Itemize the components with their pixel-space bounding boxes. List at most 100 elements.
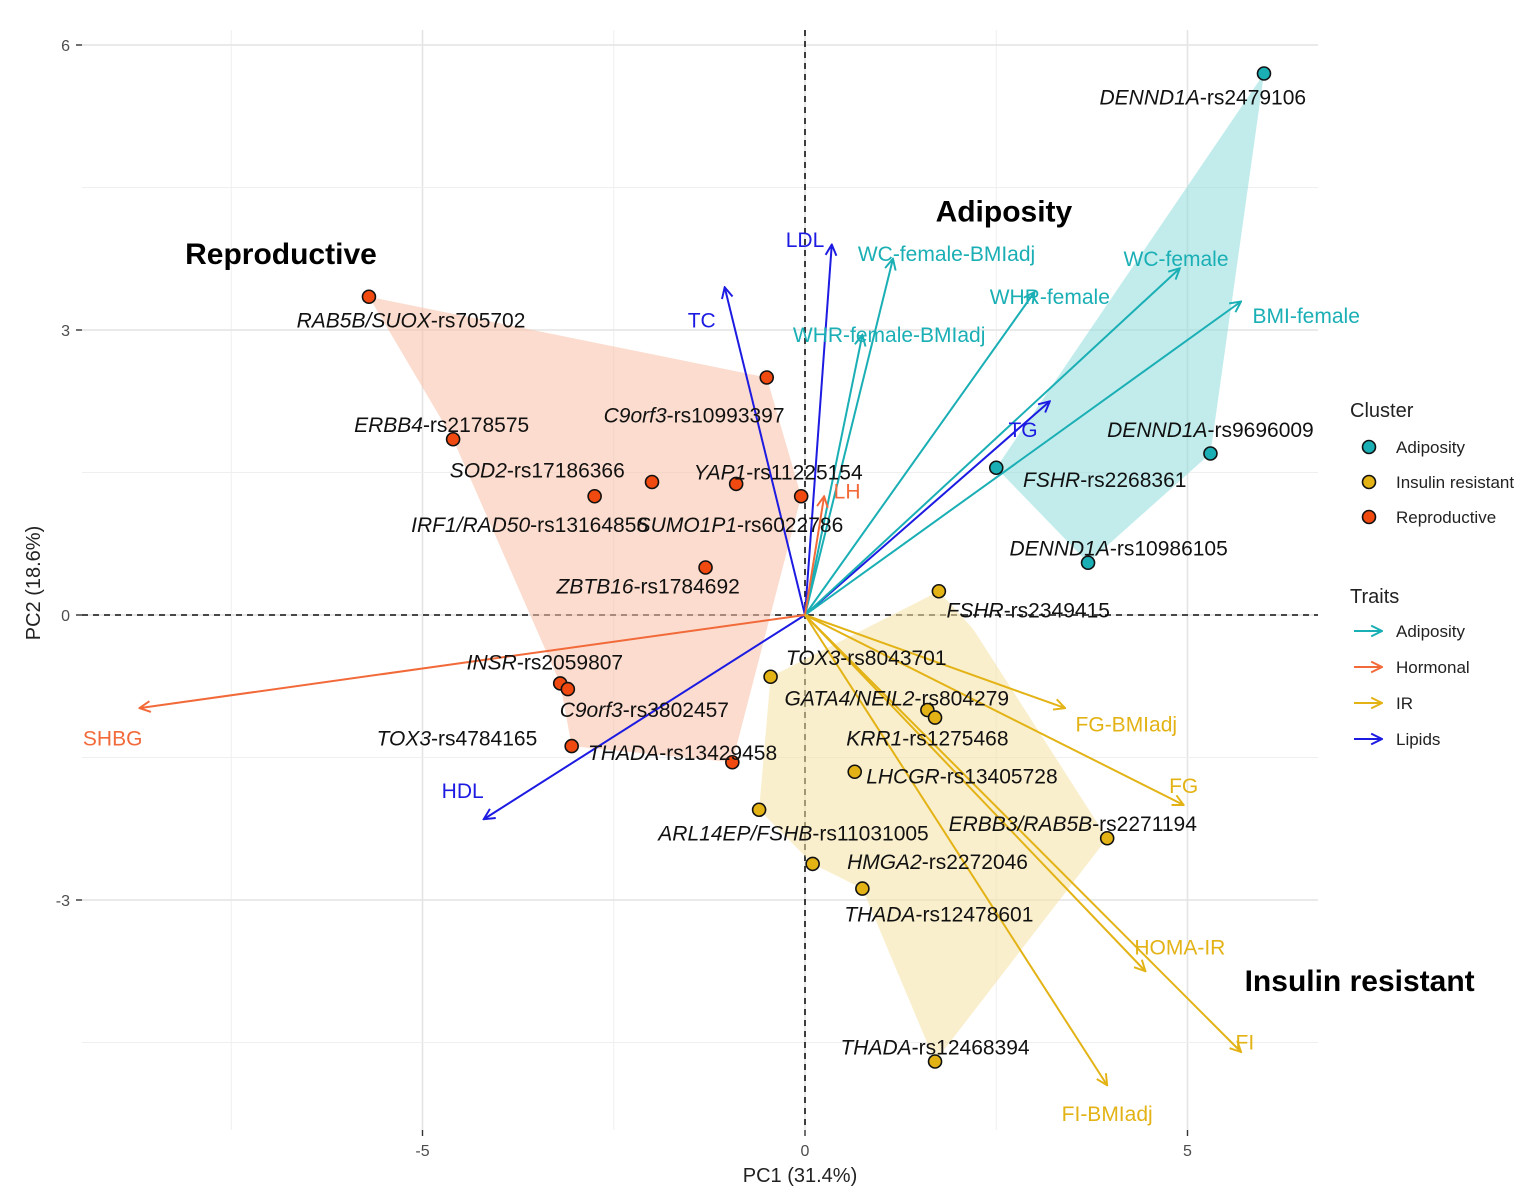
trait-arrow-fi-bmiadj: [804, 614, 1107, 1085]
snp-id: -rs705702: [431, 310, 526, 333]
point-label: ZBTB16-rs1784692: [556, 576, 740, 599]
y-tick-label: 6: [61, 38, 70, 55]
data-point: [988, 460, 1004, 476]
point-label: FSHR-rs2268361: [1023, 469, 1186, 492]
x-tick-label: -5: [415, 1143, 429, 1160]
trait-label: WC-female: [1124, 248, 1229, 271]
gene-name: C9orf3: [560, 699, 623, 722]
trait-label: BMI-female: [1253, 305, 1360, 328]
gene-name: IRF1/RAD50: [411, 514, 530, 537]
gene-name: HMGA2: [847, 851, 922, 874]
legend-trait-label: Adiposity: [1396, 622, 1465, 641]
trait-arrow-fg: [804, 614, 1184, 805]
data-point: [751, 802, 767, 818]
data-point: [847, 764, 863, 780]
data-point: [805, 856, 820, 872]
snp-id: -rs13405728: [940, 766, 1058, 789]
data-point: [587, 488, 602, 504]
gene-name: THADA: [588, 742, 659, 765]
snp-id: -rs12478601: [916, 903, 1034, 926]
snp-id: -rs2272046: [922, 851, 1028, 874]
y-tick-label: -3: [56, 893, 70, 910]
data-point: [759, 370, 775, 385]
legend-trait-label: IR: [1396, 694, 1413, 713]
hull-insulin-resistant: [759, 591, 1108, 1062]
legend-cluster-swatch: [1361, 509, 1377, 525]
legend-trait-items: Adiposity Hormonal IR Lipids: [1354, 622, 1470, 749]
point-label: RAB5B/SUOX-rs705702: [297, 310, 526, 333]
gene-name: INSR: [467, 652, 517, 675]
snp-id: -rs1784692: [634, 576, 740, 599]
data-point: [1203, 446, 1218, 461]
legend-trait-label: Lipids: [1396, 730, 1440, 749]
snp-id: -rs10993397: [667, 405, 785, 428]
hull-reproductive: [368, 296, 802, 763]
snp-id: -rs1275468: [902, 728, 1008, 751]
data-points: [361, 66, 1272, 1069]
data-point: [1256, 66, 1272, 81]
trait-label: TG: [1008, 419, 1037, 442]
trait-label: WHR-female: [990, 286, 1110, 309]
trait-arrow-wc-female-bmiadj: [804, 259, 893, 616]
axes: -5 0 5 -3 0 3 6: [56, 38, 1192, 1160]
data-point: [1099, 830, 1115, 846]
point-label: TOX3-rs8043701: [786, 647, 947, 670]
gene-name: TOX3: [377, 728, 432, 751]
gene-name: ARL14EP/FSHB: [656, 823, 812, 846]
snp-id: -rs3802457: [623, 699, 729, 722]
gene-name: GATA4/NEIL2: [785, 688, 915, 711]
data-point: [560, 681, 576, 697]
data-point: [445, 431, 461, 447]
gene-name: LHCGR: [866, 766, 940, 789]
snp-id: -rs2059807: [517, 652, 623, 675]
trait-label: FI-BMIadj: [1062, 1103, 1153, 1126]
trait-label: WHR-female-BMIadj: [793, 324, 986, 347]
trait-arrow-fg-bmiadj: [804, 614, 1065, 708]
data-point: [927, 710, 943, 725]
data-point: [361, 289, 377, 305]
gene-name: SOD2: [450, 460, 508, 483]
legend-trait-label: Hormonal: [1396, 658, 1470, 677]
point-label: THADA-rs12468394: [840, 1036, 1029, 1059]
point-label: ARL14EP/FSHB-rs11031005: [656, 823, 928, 846]
gene-name: ZBTB16: [556, 576, 634, 599]
gene-name: THADA: [840, 1036, 911, 1059]
legend-cluster-label: Adiposity: [1396, 438, 1465, 457]
trait-arrow-whr-female-bmiadj: [804, 335, 862, 616]
legend-cluster-title: Cluster: [1350, 400, 1414, 422]
trait-label: LH: [834, 481, 861, 504]
trait-labels: LDL TC TG HDL WC-female-BMIadj WHR-female WC-f…: [83, 229, 1360, 1126]
snp-id: -rs13164856: [530, 514, 648, 537]
gene-name: C9orf3: [604, 405, 667, 428]
legend-cluster-swatch: [1361, 439, 1377, 455]
y-axis-title: PC2 (18.6%): [23, 526, 45, 641]
gene-name: YAP1: [694, 462, 747, 485]
point-label: ERBB3/RAB5B-rs2271194: [949, 813, 1198, 836]
trait-arrow-lh: [804, 496, 824, 616]
point-label: DENND1A-rs2479106: [1099, 86, 1306, 109]
trait-arrow-whr-female: [804, 292, 1035, 616]
trait-arrows: [139, 245, 1241, 1086]
data-point: [855, 881, 870, 896]
trait-label: HDL: [442, 780, 484, 803]
cluster-title: Reproductive: [185, 238, 377, 271]
data-point: [1080, 555, 1096, 571]
point-label: YAP1-rs11225154: [694, 462, 863, 485]
snp-id: -rs2271194: [1092, 813, 1197, 836]
snp-id: -rs2349415: [1004, 599, 1110, 622]
data-point: [763, 669, 778, 685]
gene-name: SUMO1P1: [637, 514, 737, 537]
x-axis-title: PC1 (31.4%): [743, 1165, 858, 1187]
gene-name: DENND1A: [1107, 419, 1207, 442]
gene-name: TOX3: [786, 647, 841, 670]
snp-id: -rs2268361: [1080, 469, 1186, 492]
legend-traits-title: Traits: [1350, 586, 1399, 608]
legend-cluster-swatch: [1361, 474, 1377, 490]
data-point: [725, 754, 740, 770]
point-label: KRR1-rs1275468: [846, 728, 1008, 751]
snp-id: -rs11225154: [746, 462, 863, 485]
gene-name: ERBB4: [354, 414, 423, 437]
x-tick-label: 0: [801, 1143, 810, 1160]
point-label: ERBB4-rs2178575: [354, 414, 529, 437]
trait-label: WC-female-BMIadj: [858, 243, 1035, 266]
